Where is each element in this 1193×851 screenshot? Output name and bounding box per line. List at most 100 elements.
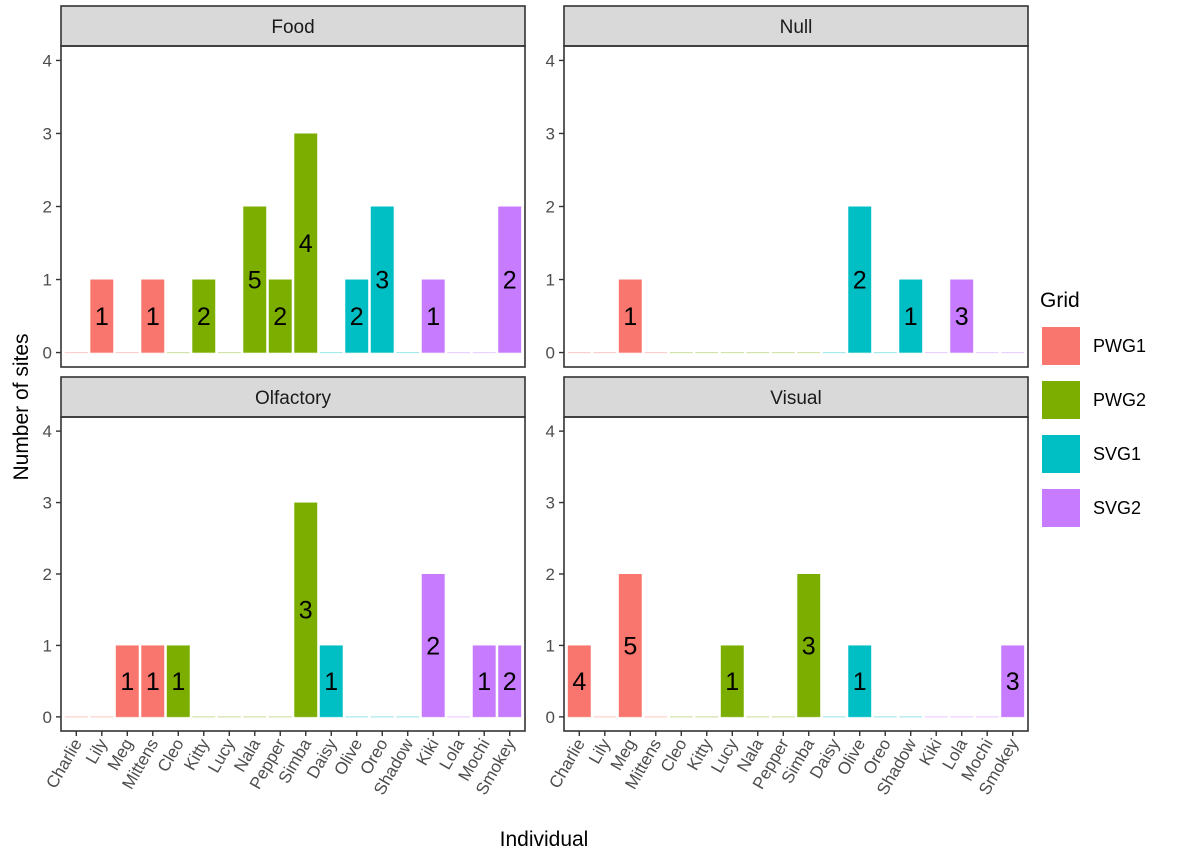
bar — [720, 645, 744, 717]
zero-bar — [669, 351, 693, 354]
y-tick-label: 2 — [43, 198, 52, 217]
panel-border — [60, 45, 526, 368]
legend-swatch — [1042, 381, 1080, 419]
bar-label: 2 — [503, 668, 517, 696]
legend: Grid PWG1 PWG2 SVG1 SVG2 — [1040, 289, 1146, 527]
bar-label: 5 — [248, 267, 262, 295]
legend-label: SVG2 — [1093, 498, 1141, 518]
y-tick-label: 0 — [546, 344, 555, 363]
bar — [115, 645, 139, 717]
zero-bar — [319, 351, 343, 354]
y-axis-title: Number of sites — [10, 333, 33, 480]
bar-label: 2 — [853, 267, 867, 295]
x-tick-label: Cleo — [154, 736, 188, 776]
y-tick-label: 1 — [43, 271, 52, 290]
zero-bar — [345, 716, 369, 718]
bar — [797, 574, 821, 717]
bar-label: 1 — [725, 668, 739, 696]
bar — [370, 206, 394, 353]
zero-bar — [746, 351, 770, 354]
legend-label: PWG2 — [1093, 390, 1146, 410]
bar-label: 1 — [477, 668, 491, 696]
bar-label: 1 — [853, 668, 867, 696]
bar-label: 1 — [904, 303, 918, 331]
y-tick-label: 1 — [546, 271, 555, 290]
y-tick-label: 4 — [546, 422, 555, 441]
x-tick-label: Cleo — [657, 736, 691, 776]
y-tick-label: 1 — [43, 636, 52, 655]
x-axis-title: Individual — [500, 828, 589, 851]
bar — [567, 645, 591, 717]
zero-bar — [822, 716, 846, 718]
bar — [472, 645, 496, 717]
bar — [421, 574, 445, 717]
zero-bar — [396, 351, 420, 354]
zero-bar — [243, 716, 267, 718]
bar — [498, 645, 522, 717]
panel-null: Null 1 2 1 3 0 1 2 3 4 — [546, 5, 1029, 368]
zero-bar — [593, 351, 617, 354]
bar-label: 2 — [197, 303, 211, 331]
x-tick-label: Lucy — [707, 735, 742, 776]
zero-bar — [1001, 351, 1025, 354]
zero-bar — [873, 716, 897, 718]
zero-bar — [447, 351, 471, 354]
zero-bar — [950, 716, 974, 718]
bar-label: 4 — [572, 668, 586, 696]
bar-label: 1 — [171, 668, 185, 696]
zero-bar — [720, 351, 744, 354]
zero-bar — [217, 716, 241, 718]
bar-label: 5 — [623, 632, 637, 660]
facet-title: Food — [271, 17, 314, 38]
y-tick-label: 4 — [43, 422, 52, 441]
facet-title: Visual — [770, 388, 821, 409]
y-tick-label: 0 — [43, 344, 52, 363]
zero-bar — [695, 716, 719, 718]
bar — [90, 279, 114, 353]
facet-strip — [60, 5, 526, 47]
bar — [1001, 645, 1025, 717]
bar — [848, 206, 872, 353]
bar-label: 3 — [299, 597, 313, 625]
zero-bar — [924, 716, 948, 718]
zero-bar — [396, 716, 420, 718]
bar — [421, 279, 445, 353]
zero-bar — [64, 716, 88, 718]
y-tick-label: 0 — [546, 708, 555, 727]
bar-label: 3 — [955, 303, 969, 331]
bar-label: 1 — [120, 668, 134, 696]
bar-label: 1 — [324, 668, 338, 696]
y-tick-label: 4 — [43, 51, 52, 70]
zero-bar — [797, 351, 821, 354]
zero-bar — [746, 716, 770, 718]
x-tick-label: Olive — [330, 736, 366, 779]
bar-label: 2 — [503, 267, 517, 295]
facet-title: Null — [780, 17, 813, 38]
bar-label: 2 — [426, 632, 440, 660]
zero-bar — [873, 351, 897, 354]
zero-bar — [567, 351, 591, 354]
zero-bar — [822, 351, 846, 354]
bar — [618, 279, 642, 353]
zero-bar — [669, 716, 693, 718]
zero-bar — [217, 351, 241, 354]
x-tick-label: Charlie — [42, 736, 85, 792]
zero-bar — [64, 351, 88, 354]
bar — [899, 279, 923, 353]
bar-label: 3 — [375, 267, 389, 295]
bar — [618, 574, 642, 717]
x-tick-label: Olive — [833, 736, 869, 779]
legend-label: PWG1 — [1093, 336, 1146, 356]
y-tick-label: 3 — [546, 124, 555, 143]
bar-label: 1 — [95, 303, 109, 331]
bar — [345, 279, 369, 353]
y-tick-label: 3 — [43, 494, 52, 513]
zero-bar — [192, 716, 216, 718]
zero-bar — [771, 716, 795, 718]
y-tick-label: 3 — [546, 494, 555, 513]
legend-swatch — [1042, 435, 1080, 473]
legend-swatch — [1042, 489, 1080, 527]
